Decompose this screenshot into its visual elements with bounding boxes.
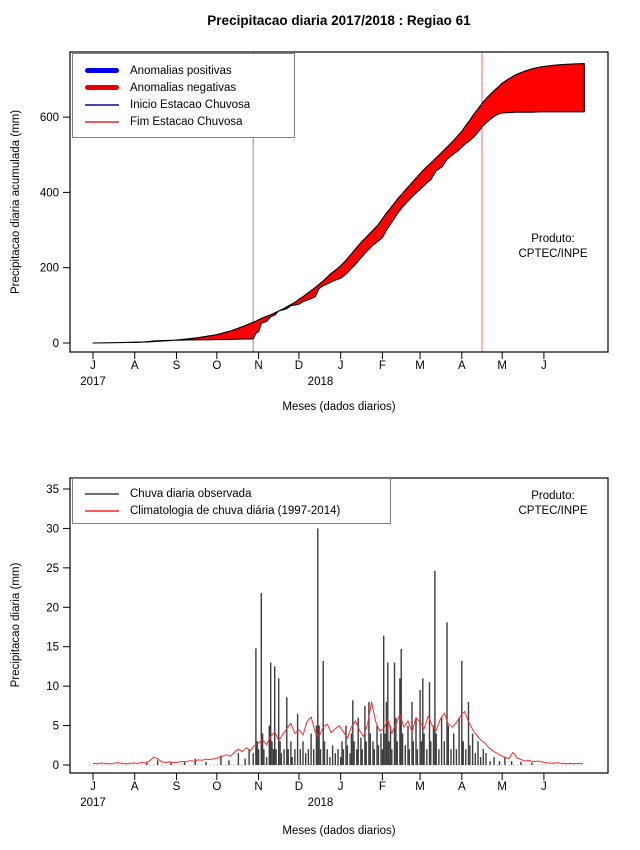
svg-text:35: 35 <box>46 484 59 496</box>
top-y-axis-label: Precipitacao diaria acumulada (mm) <box>10 109 22 295</box>
legend-label: Fim Estacao Chuvosa <box>130 115 243 128</box>
legend-item: Fim Estacao Chuvosa <box>73 113 294 130</box>
svg-text:2017: 2017 <box>80 797 106 809</box>
svg-text:5: 5 <box>53 721 59 733</box>
legend-item: Inicio Estacao Chuvosa <box>73 96 294 113</box>
svg-text:A: A <box>131 360 139 372</box>
daily-rain-bars <box>146 528 533 765</box>
anomaly-band <box>92 63 585 344</box>
svg-text:D: D <box>295 781 303 793</box>
svg-text:J: J <box>90 781 96 793</box>
svg-text:J: J <box>541 781 547 793</box>
anomalias-negativas-swatch <box>85 85 119 90</box>
svg-text:0: 0 <box>53 338 59 350</box>
svg-text:S: S <box>173 781 181 793</box>
svg-text:J: J <box>338 360 344 372</box>
product-line: Produto: <box>531 233 575 245</box>
svg-text:D: D <box>295 360 303 372</box>
product-line: CPTEC/INPE <box>518 505 588 517</box>
inicio-estacao-swatch <box>85 103 119 106</box>
svg-text:N: N <box>254 360 262 372</box>
legend-item: Anomalias positivas <box>73 62 294 79</box>
svg-text:30: 30 <box>46 523 59 535</box>
bottom-product-text: Produto: CPTEC/INPE <box>483 489 623 519</box>
chuva-observada-swatch <box>85 492 119 495</box>
legend-label: Anomalias negativas <box>130 81 237 94</box>
svg-text:F: F <box>379 360 386 372</box>
climatologia-swatch <box>85 509 119 512</box>
svg-text:2018: 2018 <box>308 376 334 388</box>
top-chart-title: Precipitacao diaria 2017/2018 : Regiao 6… <box>207 13 471 28</box>
legend-item: Anomalias negativas <box>73 79 294 96</box>
top-x-axis-label: Meses (dados diarios) <box>282 401 396 413</box>
svg-text:S: S <box>173 360 181 372</box>
legend-label: Anomalias positivas <box>130 64 232 77</box>
svg-text:2017: 2017 <box>80 376 106 388</box>
svg-text:400: 400 <box>40 187 59 199</box>
svg-text:J: J <box>541 360 547 372</box>
svg-text:J: J <box>90 360 96 372</box>
svg-text:600: 600 <box>40 112 59 124</box>
svg-text:M: M <box>415 781 425 793</box>
svg-text:200: 200 <box>40 263 59 275</box>
bottom-y-axis-label: Precipitacao diaria (mm) <box>10 562 22 688</box>
svg-text:A: A <box>458 781 466 793</box>
svg-text:15: 15 <box>46 642 59 654</box>
svg-text:0: 0 <box>53 760 59 772</box>
svg-text:M: M <box>415 360 425 372</box>
legend-label: Inicio Estacao Chuvosa <box>130 98 251 111</box>
svg-text:25: 25 <box>46 563 59 575</box>
legend-label: Chuva diaria observada <box>130 487 252 500</box>
svg-text:A: A <box>458 360 466 372</box>
svg-text:O: O <box>212 781 221 793</box>
svg-text:F: F <box>379 781 386 793</box>
axes: J A S O N D J F M A M J 2017 2018 0 200 400 600 <box>40 51 609 388</box>
svg-text:M: M <box>497 781 507 793</box>
anomalias-positivas-swatch <box>85 68 119 73</box>
bottom-legend: Chuva diaria observada Climatologia de c… <box>72 478 391 524</box>
svg-text:10: 10 <box>46 681 59 693</box>
top-legend: Anomalias positivas Anomalias negativas … <box>72 53 295 138</box>
legend-label: Climatologia de chuva diária (1997-2014) <box>130 504 341 517</box>
legend-item: Climatologia de chuva diária (1997-2014) <box>73 502 390 519</box>
svg-text:O: O <box>212 360 221 372</box>
climatology-line <box>92 701 583 765</box>
svg-text:A: A <box>131 781 139 793</box>
svg-text:20: 20 <box>46 602 59 614</box>
product-line: CPTEC/INPE <box>518 248 588 260</box>
svg-text:2018: 2018 <box>308 797 334 809</box>
fim-estacao-swatch <box>85 120 119 123</box>
svg-text:N: N <box>254 781 262 793</box>
product-line: Produto: <box>531 490 575 502</box>
top-product-text: Produto: CPTEC/INPE <box>483 232 623 262</box>
svg-text:M: M <box>497 360 507 372</box>
legend-item: Chuva diaria observada <box>73 485 390 502</box>
bottom-x-axis-label: Meses (dados diarios) <box>282 825 396 837</box>
svg-text:J: J <box>338 781 344 793</box>
